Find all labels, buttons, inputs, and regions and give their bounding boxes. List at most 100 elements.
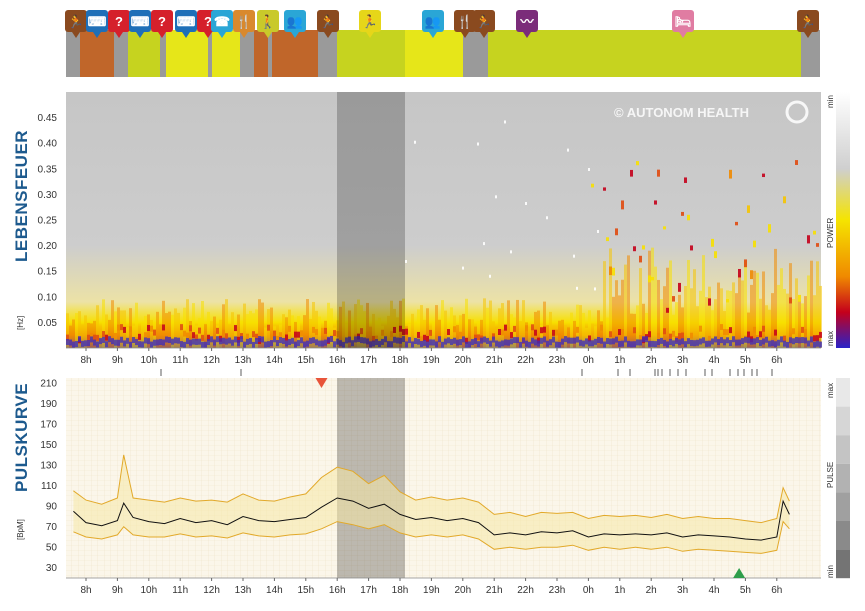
pulskurve-unit: [BpM] (16, 519, 25, 540)
y-tick-label: 0.45 (38, 113, 58, 124)
pulse-colorbar (836, 378, 850, 579)
question-icon[interactable]: ? (151, 10, 173, 38)
max-marker (315, 378, 328, 388)
svg-text:⌨: ⌨ (131, 14, 150, 29)
lebensfeuer-unit: [Hz] (16, 316, 25, 330)
meeting-icon[interactable]: 👥 (422, 10, 444, 38)
running-icon[interactable]: 🏃 (317, 10, 339, 38)
svg-text:🍴: 🍴 (457, 14, 473, 30)
activity-segment[interactable] (212, 30, 240, 77)
svg-text:👥: 👥 (425, 14, 441, 29)
activity-icons[interactable]: 🏃 ⌨? ⌨? ⌨? ☎ 🍴 🚶 👥 🏃 🏃 👥 🍴 🏃 〰 🛏 🏃 (65, 10, 819, 38)
svg-text:?: ? (115, 14, 123, 29)
x-tick-label: 14h (266, 585, 283, 596)
running-icon[interactable]: 🏃 (65, 10, 87, 38)
pulskurve-title: PULSKURVE (12, 383, 31, 492)
svg-text:🏃: 🏃 (362, 14, 378, 29)
svg-text:?: ? (158, 14, 166, 29)
pulse-legend-label: PULSE (826, 462, 835, 488)
svg-text:🛏: 🛏 (675, 14, 692, 29)
y-tick-label: 110 (41, 481, 57, 492)
y-tick-label: 0.20 (38, 241, 58, 252)
x-tick-label: 9h (112, 585, 123, 596)
x-tick-label: 0h (583, 355, 594, 366)
x-tick-label: 8h (80, 355, 91, 366)
x-tick-label: 13h (235, 585, 252, 596)
power-legend-min: min (826, 95, 835, 108)
x-tick-label: 16h (329, 585, 346, 596)
x-tick-label: 18h (392, 585, 409, 596)
food-icon[interactable]: 🍴 (233, 10, 255, 38)
pulse-band-upper (73, 454, 790, 524)
phone-icon[interactable]: ☎ (211, 10, 233, 38)
x-tick-label: 13h (235, 355, 252, 366)
running-icon[interactable]: 🏃 (797, 10, 819, 38)
x-tick-label: 3h (677, 355, 688, 366)
x-tick-label: 16h (329, 355, 346, 366)
activity-segment[interactable] (128, 30, 160, 77)
pulskurve-panel: PULSKURVE [BpM] 30 50 70 90 110 130 150 170 190 2… (12, 378, 850, 596)
x-tick-label: 11h (172, 585, 188, 596)
svg-text:?: ? (204, 14, 212, 29)
y-tick-label: 150 (40, 440, 57, 451)
x-tick-label: 4h (708, 585, 719, 596)
keyboard-icon[interactable]: ⌨ (129, 10, 151, 38)
meeting-icon[interactable]: 👥 (284, 10, 306, 38)
svg-text:〰: 〰 (519, 14, 534, 29)
min-marker (733, 568, 746, 578)
y-tick-label: 190 (40, 399, 57, 410)
x-tick-label: 22h (517, 355, 534, 366)
svg-text:🏃: 🏃 (320, 14, 336, 29)
x-tick-label: 22h (517, 585, 534, 596)
running-icon[interactable]: 🏃 (473, 10, 495, 38)
power-colorbar (836, 92, 850, 348)
activity-segments (80, 30, 801, 77)
x-tick-label: 10h (140, 355, 157, 366)
x-tick-label: 12h (203, 355, 220, 366)
x-tick-label: 17h (360, 355, 377, 366)
pulse-markers (315, 378, 746, 578)
x-tick-label: 21h (486, 355, 503, 366)
food-icon[interactable]: 🍴 (454, 10, 476, 38)
svg-text:⌨: ⌨ (177, 14, 196, 29)
lebensfeuer-x-axis: 8h 9h 10h 11h 12h 13h 14h 15h 16h 17h 18h 19h 20h 21h… (66, 347, 821, 366)
x-tick-label: 18h (392, 355, 409, 366)
x-tick-label: 1h (614, 585, 625, 596)
y-tick-label: 70 (46, 522, 58, 533)
x-tick-label: 8h (80, 585, 91, 596)
keyboard-icon[interactable]: ⌨ (86, 10, 108, 38)
x-tick-label: 6h (771, 585, 782, 596)
svg-text:🏃: 🏃 (476, 14, 492, 29)
activity-segment[interactable] (254, 30, 268, 77)
x-tick-label: 15h (297, 585, 314, 596)
keyboard-icon[interactable]: ⌨ (175, 10, 197, 38)
x-tick-label: 19h (423, 585, 440, 596)
running-icon[interactable]: 🏃 (359, 10, 381, 38)
x-tick-label: 3h (677, 585, 688, 596)
x-tick-label: 4h (708, 355, 719, 366)
activity-segment[interactable] (166, 30, 208, 77)
x-tick-label: 9h (112, 355, 123, 366)
power-legend-label: POWER (826, 218, 835, 248)
y-tick-label: 90 (46, 502, 58, 513)
svg-text:🏃: 🏃 (68, 14, 84, 29)
heatmap-texture (66, 120, 822, 348)
walking-icon[interactable]: 🚶 (257, 10, 279, 38)
y-tick-label: 0.40 (38, 139, 58, 150)
svg-text:⌨: ⌨ (88, 14, 107, 29)
x-tick-label: 17h (360, 585, 377, 596)
activity-segment[interactable] (405, 30, 463, 77)
pulse-x-axis: 8h 9h 10h 11h 12h 13h 14h 15h 16h 17h 18h 19h 20h 21h… (66, 577, 821, 596)
relax-icon[interactable]: 〰 (516, 10, 538, 38)
y-tick-label: 0.30 (38, 190, 58, 201)
activity-segment[interactable] (488, 30, 564, 77)
x-tick-label: 21h (486, 585, 503, 596)
y-tick-label: 0.10 (38, 292, 58, 303)
x-tick-label: 23h (549, 585, 566, 596)
bed-icon[interactable]: 🛏 (672, 10, 694, 38)
question-icon[interactable]: ? (108, 10, 130, 38)
x-tick-label: 1h (614, 355, 625, 366)
activity-segment[interactable] (337, 30, 405, 77)
activity-segment[interactable] (564, 30, 801, 77)
